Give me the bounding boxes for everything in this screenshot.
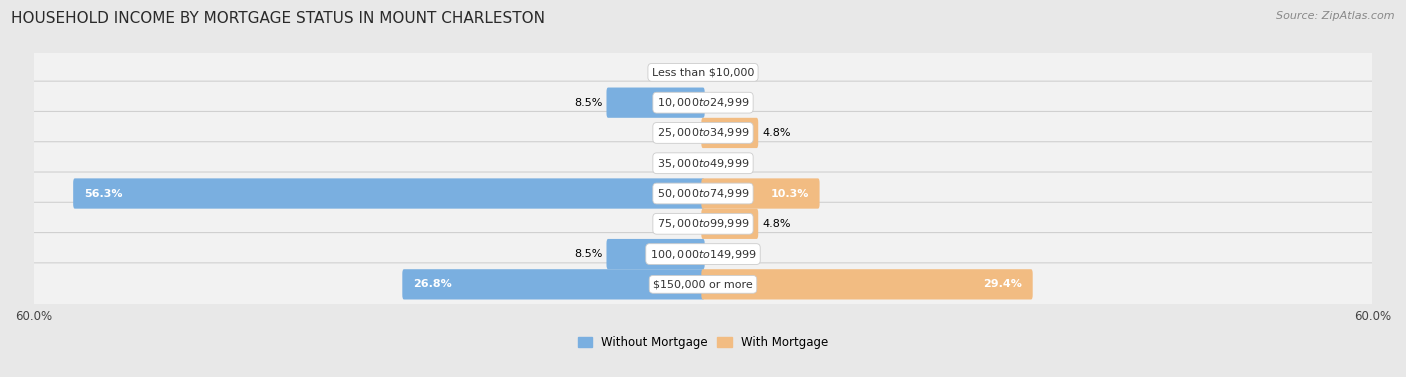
- Text: $75,000 to $99,999: $75,000 to $99,999: [657, 217, 749, 230]
- FancyBboxPatch shape: [25, 142, 1381, 185]
- FancyBboxPatch shape: [702, 208, 758, 239]
- FancyBboxPatch shape: [25, 202, 1381, 245]
- Text: $50,000 to $74,999: $50,000 to $74,999: [657, 187, 749, 200]
- Text: 0.0%: 0.0%: [671, 158, 699, 168]
- Text: $150,000 or more: $150,000 or more: [654, 279, 752, 290]
- FancyBboxPatch shape: [25, 112, 1381, 155]
- FancyBboxPatch shape: [606, 87, 704, 118]
- Text: 56.3%: 56.3%: [84, 188, 122, 199]
- Text: 4.8%: 4.8%: [762, 219, 790, 229]
- Text: 4.8%: 4.8%: [762, 128, 790, 138]
- Text: 8.5%: 8.5%: [574, 249, 603, 259]
- Text: $10,000 to $24,999: $10,000 to $24,999: [657, 96, 749, 109]
- FancyBboxPatch shape: [25, 172, 1381, 215]
- FancyBboxPatch shape: [702, 178, 820, 208]
- Text: 0.0%: 0.0%: [671, 128, 699, 138]
- FancyBboxPatch shape: [25, 263, 1381, 306]
- Text: 29.4%: 29.4%: [983, 279, 1022, 290]
- FancyBboxPatch shape: [606, 239, 704, 269]
- Text: Less than $10,000: Less than $10,000: [652, 67, 754, 77]
- Text: $100,000 to $149,999: $100,000 to $149,999: [650, 248, 756, 261]
- Text: Source: ZipAtlas.com: Source: ZipAtlas.com: [1277, 11, 1395, 21]
- FancyBboxPatch shape: [702, 269, 1032, 299]
- Text: 8.5%: 8.5%: [574, 98, 603, 108]
- Legend: Without Mortgage, With Mortgage: Without Mortgage, With Mortgage: [574, 331, 832, 353]
- Text: HOUSEHOLD INCOME BY MORTGAGE STATUS IN MOUNT CHARLESTON: HOUSEHOLD INCOME BY MORTGAGE STATUS IN M…: [11, 11, 546, 26]
- Text: 0.0%: 0.0%: [671, 67, 699, 77]
- FancyBboxPatch shape: [402, 269, 704, 299]
- Text: 0.0%: 0.0%: [707, 158, 735, 168]
- Text: $25,000 to $34,999: $25,000 to $34,999: [657, 126, 749, 139]
- Text: 0.0%: 0.0%: [707, 67, 735, 77]
- Text: $35,000 to $49,999: $35,000 to $49,999: [657, 157, 749, 170]
- Text: 0.0%: 0.0%: [671, 219, 699, 229]
- FancyBboxPatch shape: [25, 51, 1381, 94]
- FancyBboxPatch shape: [25, 81, 1381, 124]
- FancyBboxPatch shape: [702, 118, 758, 148]
- FancyBboxPatch shape: [25, 233, 1381, 276]
- Text: 10.3%: 10.3%: [770, 188, 808, 199]
- Text: 0.0%: 0.0%: [707, 249, 735, 259]
- FancyBboxPatch shape: [73, 178, 704, 208]
- Text: 26.8%: 26.8%: [413, 279, 451, 290]
- Text: 0.0%: 0.0%: [707, 98, 735, 108]
